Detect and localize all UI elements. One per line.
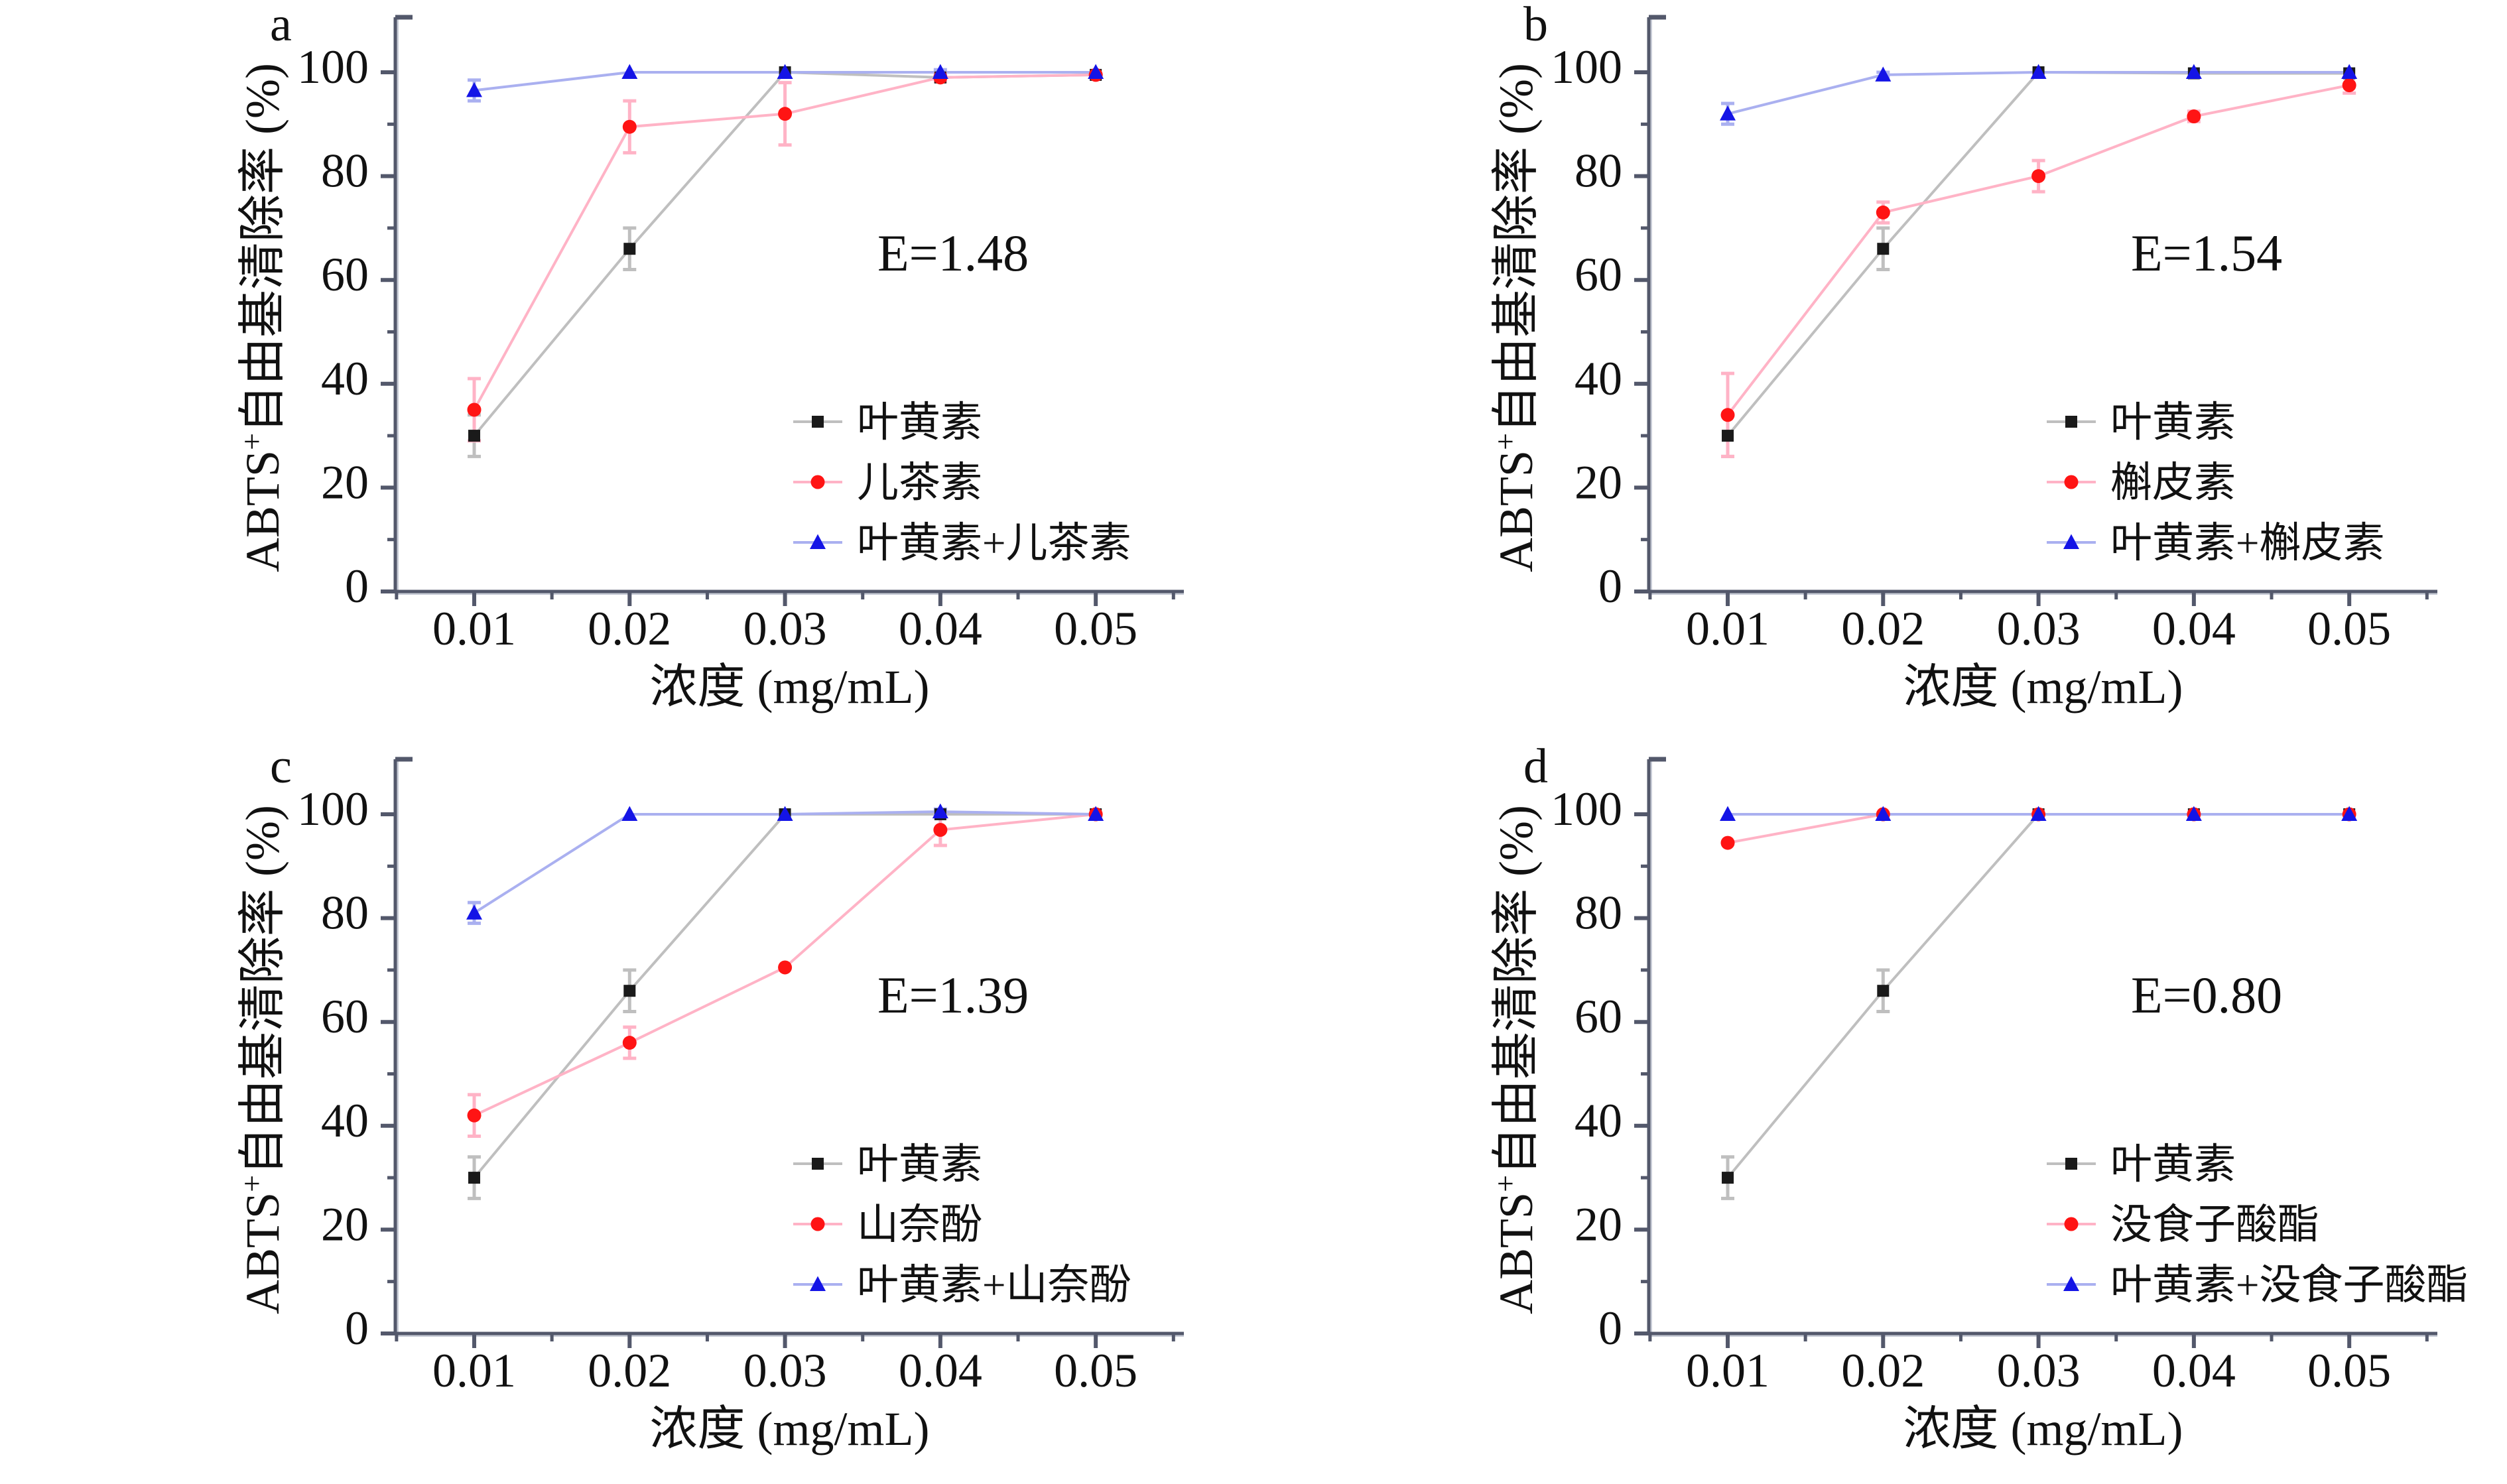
svg-text:a: a [270,0,292,52]
svg-text:0.02: 0.02 [588,602,671,655]
svg-text:叶黄素: 叶黄素 [857,1141,982,1188]
svg-text:60: 60 [321,248,369,301]
svg-text:80: 80 [321,145,369,198]
svg-text:c: c [270,742,292,794]
svg-text:80: 80 [321,887,369,940]
svg-text:0: 0 [345,560,369,613]
svg-text:b: b [1523,0,1548,52]
svg-text:0.04: 0.04 [899,602,982,655]
svg-text:E=0.80: E=0.80 [2131,966,2282,1024]
svg-text:E=1.39: E=1.39 [877,966,1029,1024]
svg-text:0.02: 0.02 [588,1344,671,1397]
svg-text:20: 20 [321,456,369,509]
svg-text:0.05: 0.05 [1054,1344,1137,1397]
svg-text:0.04: 0.04 [899,1344,982,1397]
svg-text:叶黄素+儿茶素: 叶黄素+儿茶素 [857,520,1131,566]
svg-text:E=1.54: E=1.54 [2131,224,2282,282]
svg-text:40: 40 [1575,352,1622,405]
svg-text:0.02: 0.02 [1841,602,1925,655]
svg-text:浓度 (mg/mL): 浓度 (mg/mL) [1903,1402,2183,1455]
svg-text:40: 40 [321,1094,369,1147]
svg-text:60: 60 [321,990,369,1043]
svg-text:0.05: 0.05 [1054,602,1137,655]
svg-text:叶黄素+没食子酸酯: 叶黄素+没食子酸酯 [2110,1262,2469,1308]
svg-text:20: 20 [1575,456,1622,509]
svg-text:0.01: 0.01 [1686,1344,1769,1397]
svg-text:叶黄素: 叶黄素 [2110,1141,2236,1188]
svg-text:0.05: 0.05 [2307,602,2391,655]
svg-text:浓度 (mg/mL): 浓度 (mg/mL) [650,1402,930,1455]
svg-text:100: 100 [1551,40,1622,93]
svg-text:没食子酸酯: 没食子酸酯 [2110,1202,2319,1248]
svg-text:0.03: 0.03 [743,602,827,655]
svg-text:儿茶素: 儿茶素 [857,460,982,506]
svg-text:ABTS+自由基清除率 (%): ABTS+自由基清除率 (%) [1488,805,1543,1314]
svg-text:100: 100 [297,782,369,835]
svg-text:60: 60 [1575,248,1622,301]
svg-text:0.04: 0.04 [2152,1344,2236,1397]
svg-text:ABTS+自由基清除率 (%): ABTS+自由基清除率 (%) [235,805,290,1314]
svg-text:E=1.48: E=1.48 [877,224,1029,282]
svg-text:ABTS+自由基清除率 (%): ABTS+自由基清除率 (%) [235,63,290,572]
svg-text:槲皮素: 槲皮素 [2110,460,2236,506]
svg-text:d: d [1523,742,1548,794]
svg-text:0.03: 0.03 [743,1344,827,1397]
svg-text:浓度 (mg/mL): 浓度 (mg/mL) [1903,660,2183,713]
svg-text:0.02: 0.02 [1841,1344,1925,1397]
svg-text:山奈酚: 山奈酚 [857,1202,982,1248]
svg-text:0.03: 0.03 [1997,602,2081,655]
svg-text:0.05: 0.05 [2307,1344,2391,1397]
svg-text:0: 0 [345,1302,369,1355]
svg-text:叶黄素: 叶黄素 [857,399,982,446]
svg-text:0.01: 0.01 [432,602,516,655]
svg-text:0.04: 0.04 [2152,602,2236,655]
svg-text:100: 100 [1551,782,1622,835]
svg-text:80: 80 [1575,887,1622,940]
svg-text:叶黄素+山奈酚: 叶黄素+山奈酚 [857,1262,1131,1308]
svg-text:20: 20 [321,1198,369,1251]
svg-text:100: 100 [297,40,369,93]
svg-text:浓度 (mg/mL): 浓度 (mg/mL) [650,660,930,713]
svg-text:叶黄素+槲皮素: 叶黄素+槲皮素 [2110,520,2385,566]
svg-text:20: 20 [1575,1198,1622,1251]
svg-text:0.03: 0.03 [1997,1344,2081,1397]
svg-text:叶黄素: 叶黄素 [2110,399,2236,446]
svg-text:0: 0 [1598,1302,1622,1355]
svg-text:40: 40 [1575,1094,1622,1147]
svg-text:80: 80 [1575,145,1622,198]
svg-text:60: 60 [1575,990,1622,1043]
svg-text:40: 40 [321,352,369,405]
svg-text:0.01: 0.01 [1686,602,1769,655]
svg-text:0: 0 [1598,560,1622,613]
svg-text:0.01: 0.01 [432,1344,516,1397]
svg-text:ABTS+自由基清除率 (%): ABTS+自由基清除率 (%) [1488,63,1543,572]
